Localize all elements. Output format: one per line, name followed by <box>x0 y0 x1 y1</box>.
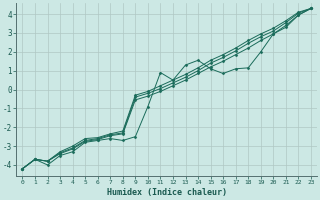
X-axis label: Humidex (Indice chaleur): Humidex (Indice chaleur) <box>107 188 227 197</box>
